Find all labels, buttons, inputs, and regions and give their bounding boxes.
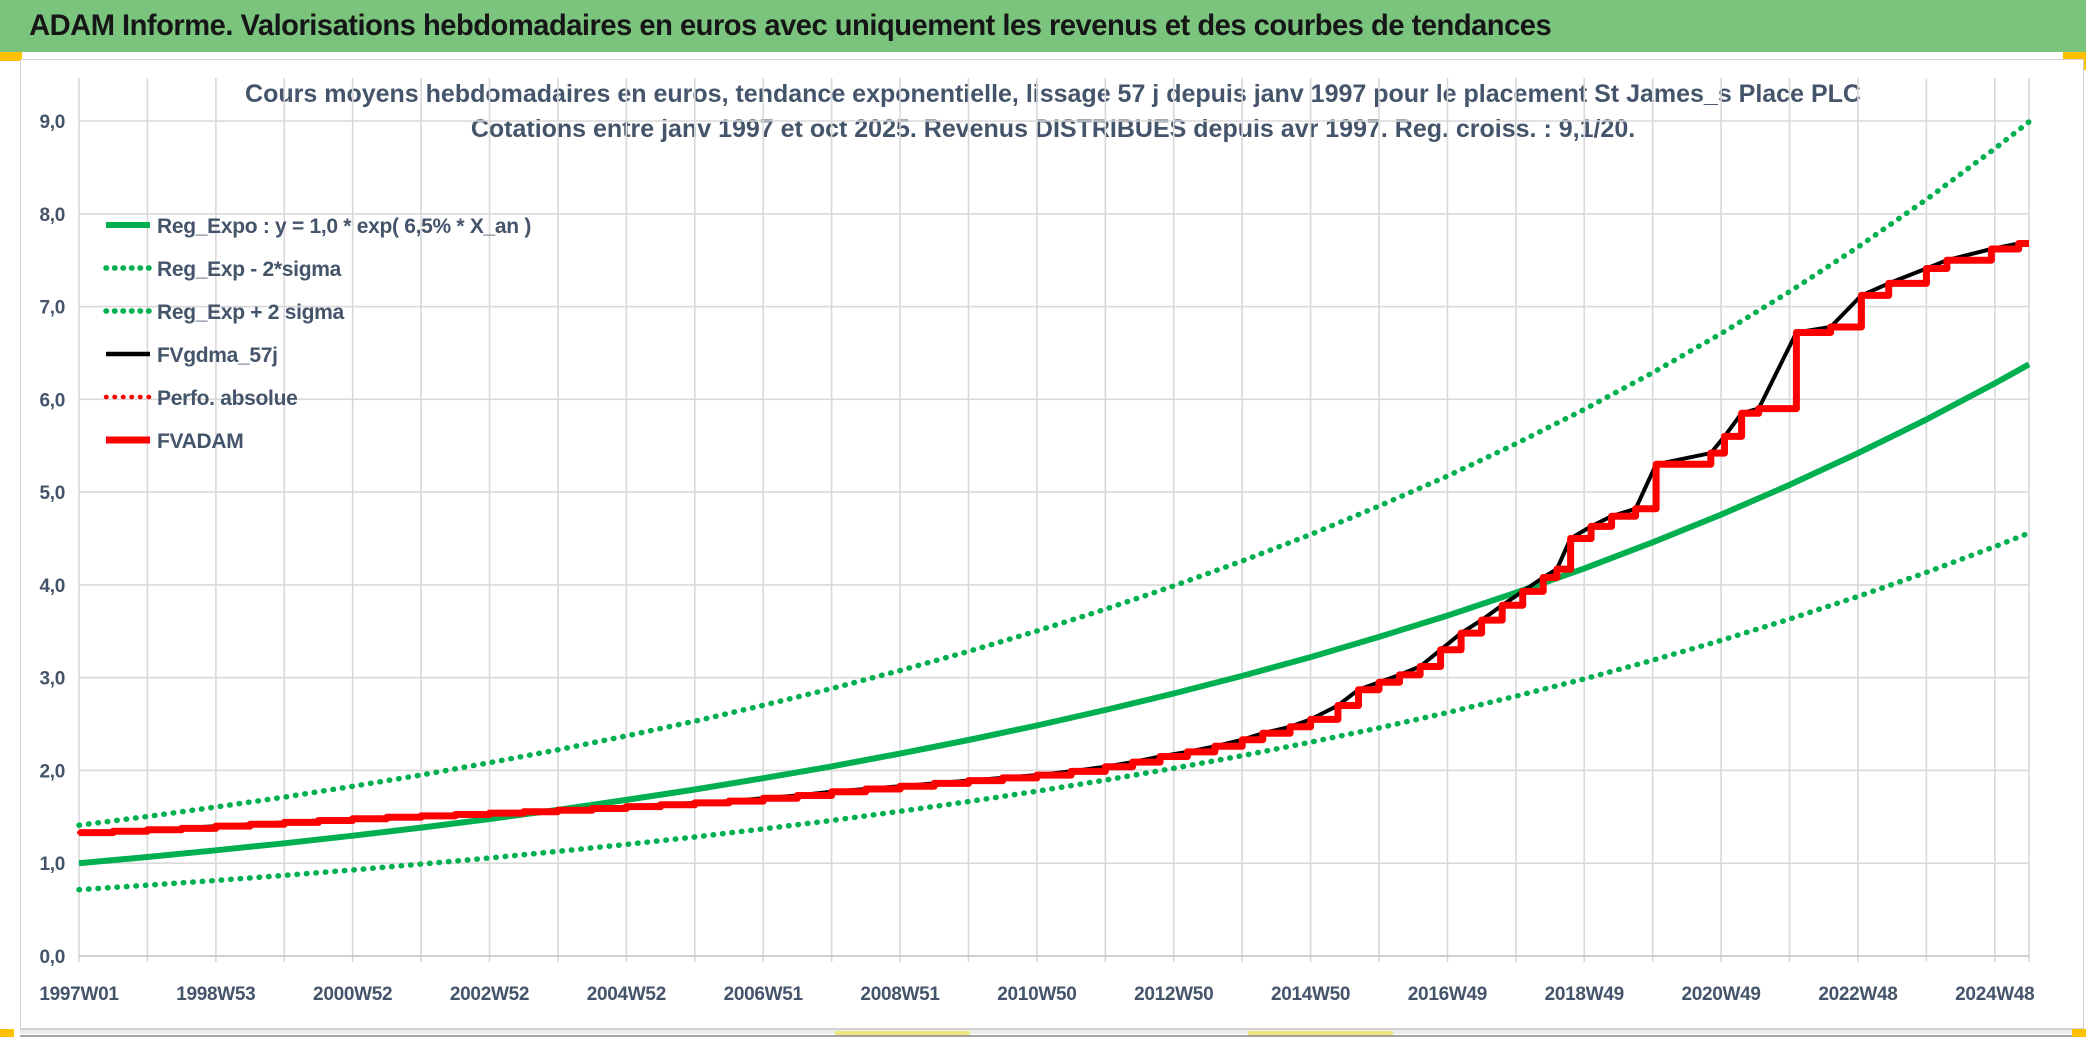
x-tick-label: 2016W49: [1408, 984, 1487, 1005]
y-tick-label: 1,0: [39, 854, 65, 875]
y-axis-labels: 0,0 1,0 2,0 3,0 4,0 5,0 6,0 7,0 8,0 9,0: [39, 112, 65, 968]
x-tick-label: 2010W50: [997, 984, 1076, 1005]
chart-title-line1: Cours moyens hebdomadaires en euros, ten…: [245, 80, 1861, 108]
y-tick-label: 8,0: [39, 205, 65, 226]
gridlines: [78, 78, 2030, 962]
x-tick-label: 2004W52: [587, 984, 666, 1005]
accent-square-bottom-right: [2072, 1029, 2086, 1037]
scrollbar-highlight-2: [1248, 1031, 1393, 1035]
series-lines: [76, 119, 2032, 893]
legend-label: Reg_Exp - 2*sigma: [157, 258, 342, 281]
window-title: ADAM Informe. Valorisations hebdomadaire…: [29, 9, 1552, 42]
chart-area: Cours moyens hebdomadaires en euros, ten…: [20, 59, 2084, 1029]
legend-item-reg-expo-y-1-0-exp-6-5-x-an-: Reg_Expo : y = 1,0 * exp( 6,5% * X_an ): [106, 215, 531, 238]
x-tick-label: 2012W50: [1134, 984, 1213, 1005]
legend-label: FVgdma_57j: [157, 344, 278, 367]
x-tick-label: 2018W49: [1545, 984, 1624, 1005]
x-tick-label: 2020W49: [1681, 984, 1760, 1005]
x-tick-label: 1997W01: [39, 984, 119, 1005]
x-tick-label: 2022W48: [1818, 984, 1897, 1005]
bottom-border-line: [20, 1035, 2084, 1037]
x-tick-label: 2008W51: [860, 984, 940, 1005]
y-tick-label: 3,0: [39, 669, 65, 690]
legend-label: Perfo. absolue: [157, 387, 298, 410]
series-fvadam: [79, 240, 2029, 837]
horizontal-scrollbar-track[interactable]: [20, 1029, 2084, 1034]
x-tick-label: 2024W48: [1955, 984, 2034, 1005]
legend-item-fvgdma-57j: FVgdma_57j: [106, 344, 278, 367]
series-fvgdma-57j: [78, 241, 2029, 835]
series-reg-expo-y-1-0-exp-6-5-x-an-: [78, 361, 2031, 867]
y-tick-label: 9,0: [39, 112, 65, 133]
legend-label: Reg_Expo : y = 1,0 * exp( 6,5% * X_an ): [157, 215, 531, 238]
y-tick-label: 2,0: [39, 761, 65, 782]
x-tick-label: 2000W52: [313, 984, 392, 1005]
series-reg-exp-2-sigma: [76, 530, 2032, 893]
scrollbar-highlight-1: [835, 1031, 970, 1035]
legend-label: FVADAM: [157, 430, 243, 453]
legend-item-reg-exp-2-sigma: Reg_Exp + 2 sigma: [103, 301, 345, 324]
legend-item-perfo-absolue: Perfo. absolue: [103, 387, 298, 410]
x-tick-label: 2014W50: [1271, 984, 1350, 1005]
window-title-bar: ADAM Informe. Valorisations hebdomadaire…: [0, 0, 2086, 52]
accent-square-bottom-left: [0, 1029, 14, 1037]
chart-legend: Reg_Expo : y = 1,0 * exp( 6,5% * X_an ) R…: [103, 215, 531, 453]
x-tick-label: 2006W51: [724, 984, 804, 1005]
y-tick-label: 5,0: [39, 483, 65, 504]
y-tick-label: 6,0: [39, 390, 65, 411]
y-tick-label: 7,0: [39, 298, 65, 319]
x-tick-label: 2002W52: [450, 984, 529, 1005]
accent-square-top-left: [0, 52, 22, 61]
legend-item-fvadam: FVADAM: [106, 430, 244, 453]
legend-label: Reg_Exp + 2 sigma: [157, 301, 345, 324]
chart-title-line2: Cotations entre janv 1997 et oct 2025. R…: [470, 115, 1636, 143]
series-perfo-absolue: [77, 241, 2031, 835]
y-tick-label: 4,0: [39, 576, 65, 597]
legend-item-reg-exp-2-sigma: Reg_Exp - 2*sigma: [103, 258, 342, 281]
x-tick-label: 1998W53: [176, 984, 255, 1005]
x-axis-labels: 1997W01 1998W53 2000W52 2002W52 2004W52 2006W…: [39, 984, 2034, 1005]
y-tick-label: 0,0: [39, 947, 65, 968]
series-reg-exp-2-sigma: [76, 119, 2032, 828]
